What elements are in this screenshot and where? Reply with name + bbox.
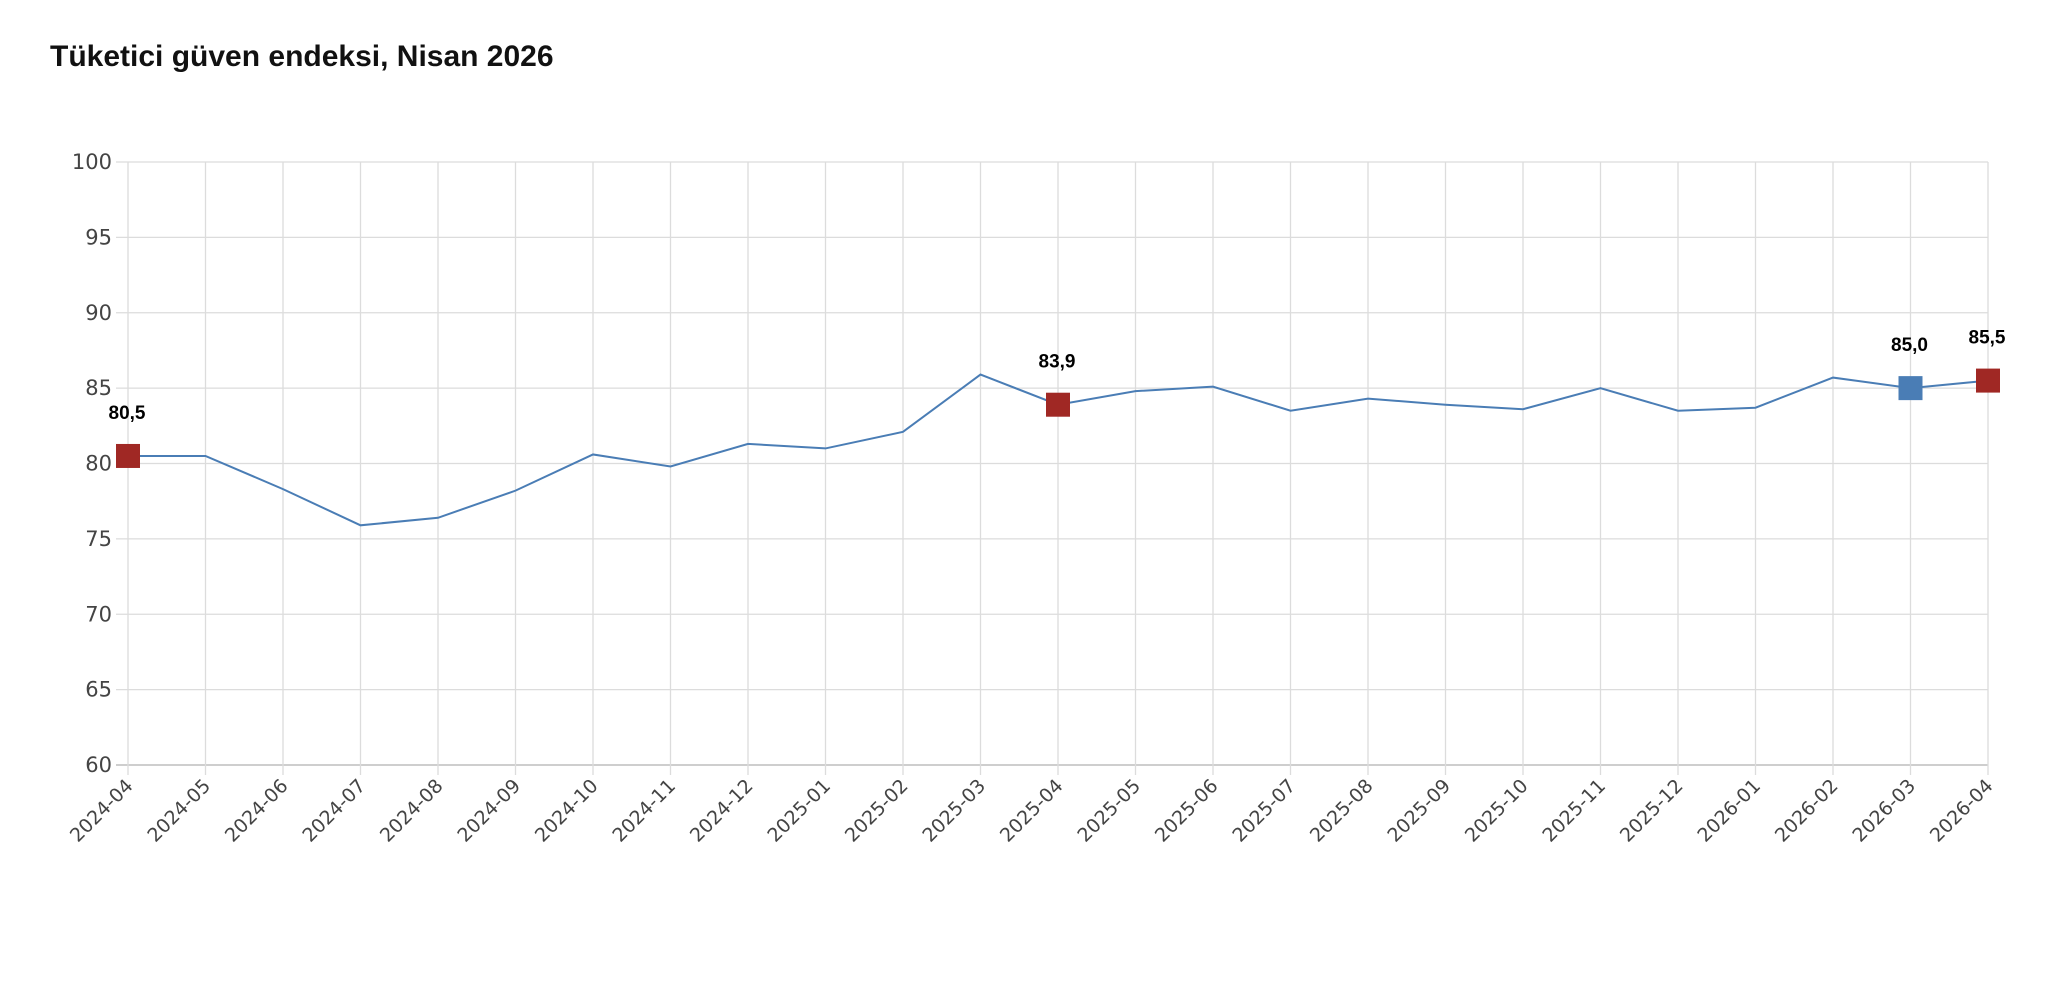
x-tick-label: 2024-04 [66,775,138,847]
y-tick-label: 75 [85,527,112,551]
x-tick-label: 2025-07 [1228,775,1300,847]
data-label: 80,5 [109,403,146,424]
y-tick-label: 80 [85,452,112,476]
x-tick-label: 2025-02 [841,775,913,847]
x-tick-label: 2024-08 [376,775,448,847]
highlight-marker [1046,392,1070,417]
x-tick-label: 2024-11 [608,775,680,847]
highlight-marker [116,443,140,468]
x-tick-label: 2026-03 [1848,775,1920,847]
x-tick-label: 2025-10 [1461,775,1533,847]
x-tick-label: 2024-12 [686,775,758,847]
y-tick-label: 60 [85,753,112,777]
data-label: 85,5 [1969,328,2006,349]
x-tick-label: 2024-10 [531,775,603,847]
y-tick-label: 85 [85,376,112,400]
x-tick-label: 2026-02 [1771,775,1843,847]
x-tick-label: 2025-08 [1306,775,1378,847]
x-tick-label: 2025-04 [996,775,1068,847]
x-tick-label: 2025-06 [1151,775,1223,847]
x-tick-label: 2024-06 [221,775,293,847]
x-tick-label: 2025-03 [918,775,990,847]
highlight-marker [1898,376,1923,401]
data-label: 85,0 [1891,335,1928,356]
y-tick-label: 70 [85,602,112,626]
x-tick-label: 2024-05 [143,775,215,847]
x-tick-label: 2024-09 [453,775,525,847]
highlight-marker [1976,368,2000,393]
x-tick-label: 2024-07 [298,775,370,847]
y-tick-label: 100 [72,150,112,174]
x-tick-label: 2025-01 [763,775,835,847]
x-tick-label: 2025-11 [1538,775,1610,847]
x-tick-label: 2025-09 [1383,775,1455,847]
data-label: 83,9 [1039,352,1076,373]
chart-title: Tüketici güven endeksi, Nisan 2026 [50,40,554,73]
x-tick-label: 2025-05 [1073,775,1145,847]
x-tick-label: 2025-12 [1616,775,1688,847]
y-tick-label: 65 [85,678,112,702]
x-tick-label: 2026-01 [1693,775,1765,847]
x-tick-label: 2026-04 [1926,775,1998,847]
y-tick-label: 90 [85,301,112,325]
y-tick-label: 95 [85,225,112,249]
